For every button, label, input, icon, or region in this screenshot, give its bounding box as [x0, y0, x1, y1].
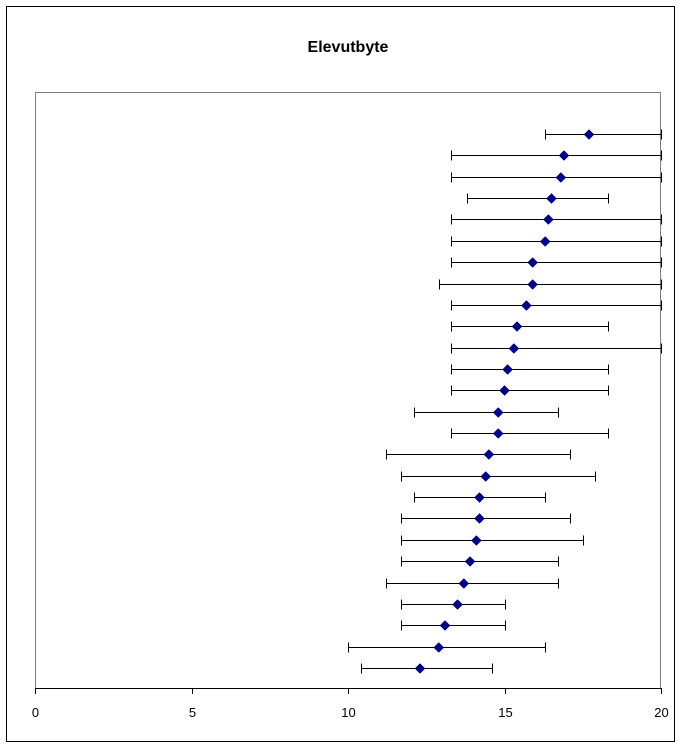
- data-point-marker: [539, 236, 551, 247]
- data-point-marker: [433, 642, 445, 653]
- x-tick-label: 20: [654, 705, 668, 720]
- x-tick-label: 0: [32, 705, 39, 720]
- data-point-group: [451, 236, 662, 247]
- data-point-marker: [474, 513, 485, 524]
- data-point-marker: [458, 578, 470, 589]
- data-point-marker: [492, 428, 504, 439]
- data-point-marker: [439, 620, 451, 631]
- x-tick-label: 15: [498, 705, 512, 720]
- data-point-group: [414, 492, 546, 503]
- data-point-group: [401, 535, 584, 546]
- data-point-marker: [470, 535, 482, 546]
- data-point-marker: [521, 300, 532, 311]
- chart-title: Elevutbyte: [308, 39, 389, 56]
- error-bar-series: [348, 129, 662, 674]
- data-point-group: [401, 513, 571, 524]
- data-point-group: [451, 300, 662, 311]
- data-point-group: [451, 257, 662, 268]
- data-point-group: [386, 578, 559, 589]
- data-point-group: [451, 428, 609, 439]
- data-point-group: [401, 599, 506, 610]
- data-point-group: [451, 214, 662, 225]
- data-point-marker: [480, 471, 492, 482]
- data-point-marker: [483, 449, 495, 460]
- data-point-marker: [511, 321, 523, 332]
- data-point-marker: [414, 663, 426, 674]
- data-point-marker: [527, 257, 539, 268]
- data-point-marker: [542, 214, 554, 225]
- data-point-marker: [558, 150, 570, 161]
- x-tick-label: 5: [189, 705, 196, 720]
- data-point-group: [361, 663, 493, 674]
- data-point-group: [451, 385, 609, 396]
- data-point-group: [451, 150, 662, 161]
- data-point-group: [414, 407, 559, 418]
- data-point-marker: [527, 279, 539, 290]
- data-point-marker: [555, 172, 567, 183]
- data-point-group: [439, 279, 662, 290]
- x-axis: 0 5 10 15 20: [32, 688, 669, 720]
- data-point-marker: [492, 407, 504, 418]
- data-point-group: [451, 343, 662, 354]
- data-point-group: [401, 556, 559, 567]
- data-point-group: [386, 449, 571, 460]
- data-point-group: [451, 172, 662, 183]
- data-point-marker: [464, 556, 476, 567]
- data-point-marker: [474, 492, 485, 503]
- data-point-group: [401, 471, 596, 482]
- data-point-group: [451, 321, 609, 332]
- data-point-marker: [452, 599, 463, 610]
- data-point-marker: [502, 364, 513, 375]
- data-point-marker: [508, 343, 520, 354]
- data-point-group: [401, 620, 506, 631]
- data-point-marker: [583, 129, 595, 140]
- data-point-group: [451, 364, 609, 375]
- x-tick-label: 10: [341, 705, 355, 720]
- data-point-marker: [546, 193, 557, 204]
- data-point-group: [348, 642, 546, 653]
- chart-area-border: [6, 6, 675, 742]
- data-point-marker: [499, 385, 510, 396]
- data-point-group: [545, 129, 662, 140]
- data-point-group: [467, 193, 609, 204]
